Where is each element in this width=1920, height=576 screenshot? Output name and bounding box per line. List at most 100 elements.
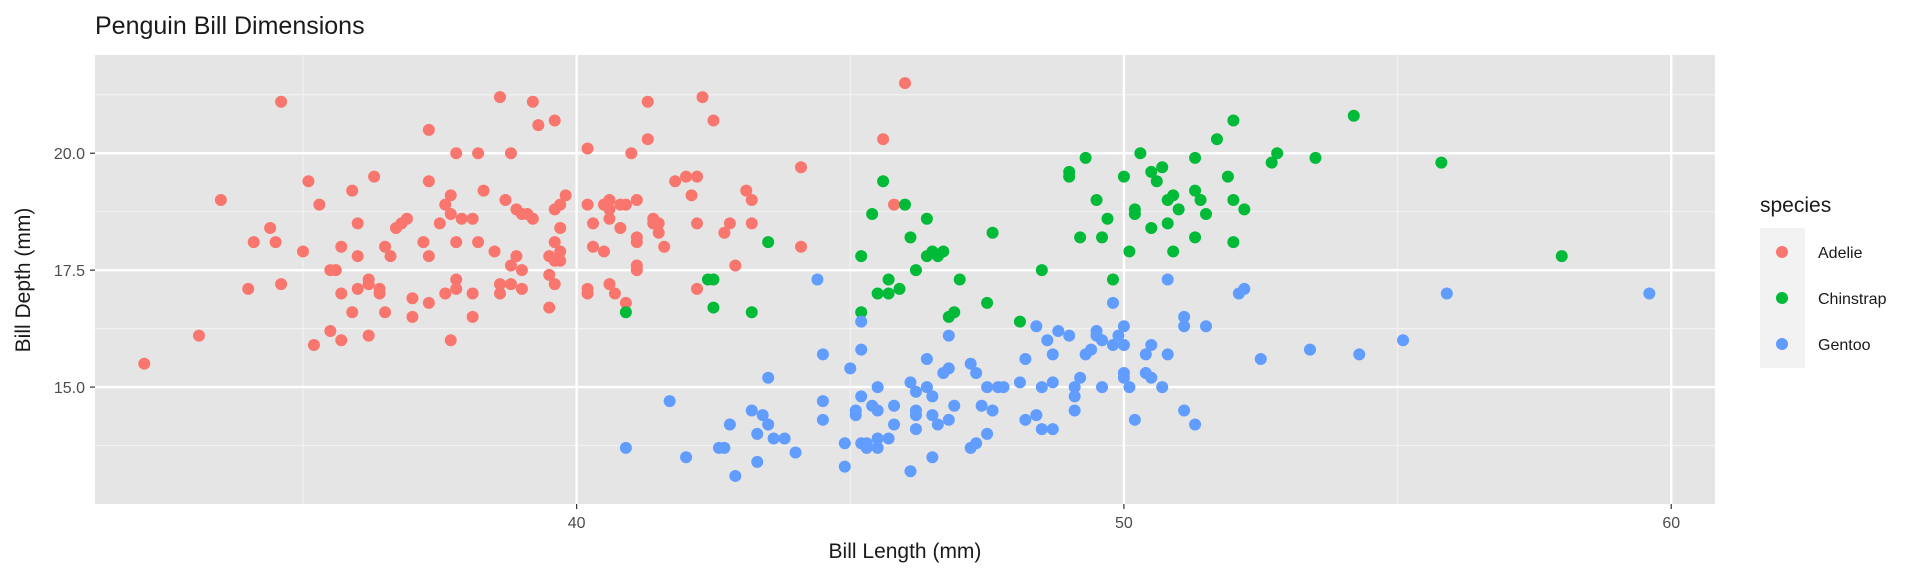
point-chinstrap: [1074, 231, 1087, 244]
point-chinstrap: [1200, 208, 1213, 221]
point-chinstrap: [953, 273, 966, 286]
point-adelie: [548, 278, 561, 291]
point-adelie: [406, 310, 419, 323]
point-chinstrap: [1347, 109, 1360, 122]
chart-title: Penguin Bill Dimensions: [95, 12, 365, 40]
point-adelie: [587, 217, 600, 230]
point-chinstrap: [1271, 147, 1284, 160]
point-gentoo: [981, 381, 994, 394]
point-gentoo: [1178, 320, 1191, 333]
point-chinstrap: [855, 250, 868, 263]
point-gentoo: [838, 437, 851, 450]
point-adelie: [652, 217, 665, 230]
point-adelie: [455, 212, 468, 225]
point-adelie: [526, 95, 539, 108]
point-chinstrap: [1167, 189, 1180, 202]
point-adelie: [888, 198, 901, 211]
point-adelie: [368, 170, 381, 183]
point-gentoo: [762, 418, 775, 431]
point-gentoo: [855, 390, 868, 403]
point-gentoo: [871, 404, 884, 417]
point-adelie: [559, 189, 572, 202]
point-gentoo: [926, 390, 939, 403]
point-gentoo: [926, 451, 939, 464]
point-adelie: [745, 193, 758, 206]
point-chinstrap: [920, 212, 933, 225]
point-gentoo: [816, 348, 829, 361]
point-gentoo: [778, 432, 791, 445]
point-adelie: [346, 306, 359, 319]
point-adelie: [422, 123, 435, 136]
point-adelie: [614, 222, 627, 235]
point-chinstrap: [877, 175, 890, 188]
point-gentoo: [1117, 320, 1130, 333]
point-chinstrap: [899, 198, 911, 211]
point-adelie: [680, 170, 693, 183]
point-chinstrap: [1167, 245, 1180, 258]
point-gentoo: [1145, 371, 1158, 384]
point-chinstrap: [1035, 264, 1048, 277]
point-adelie: [302, 175, 315, 188]
point-chinstrap: [1221, 170, 1234, 183]
point-gentoo: [680, 451, 693, 464]
point-chinstrap: [1210, 133, 1223, 146]
point-gentoo: [926, 409, 939, 422]
legend: species Adelie Chinstrap Gentoo: [1760, 194, 1887, 368]
point-chinstrap: [762, 236, 775, 249]
point-adelie: [510, 250, 523, 263]
point-adelie: [526, 212, 539, 225]
point-adelie: [554, 254, 567, 267]
point-adelie: [362, 273, 375, 286]
x-axis-ticks: 40 50 60: [568, 504, 1680, 532]
point-adelie: [307, 338, 320, 351]
point-gentoo: [729, 469, 742, 482]
point-gentoo: [1041, 334, 1054, 347]
point-chinstrap: [1145, 165, 1158, 178]
point-gentoo: [751, 455, 764, 468]
point-adelie: [466, 310, 479, 323]
point-adelie: [707, 114, 720, 127]
point-adelie: [379, 306, 392, 319]
point-adelie: [548, 114, 561, 127]
point-adelie: [899, 77, 911, 90]
point-gentoo: [1178, 404, 1191, 417]
point-chinstrap: [909, 264, 922, 277]
point-adelie: [745, 217, 758, 230]
point-adelie: [444, 334, 457, 347]
point-adelie: [587, 240, 600, 253]
point-adelie: [472, 147, 485, 160]
point-gentoo: [1139, 348, 1152, 361]
point-chinstrap: [707, 273, 720, 286]
point-adelie: [138, 357, 151, 370]
point-adelie: [488, 245, 501, 258]
point-adelie: [625, 147, 638, 160]
point-adelie: [723, 217, 736, 230]
point-gentoo: [1304, 343, 1316, 356]
point-gentoo: [888, 399, 901, 412]
point-adelie: [351, 282, 364, 295]
point-adelie: [494, 287, 506, 300]
point-adelie: [603, 278, 616, 291]
point-gentoo: [756, 409, 769, 422]
point-chinstrap: [1123, 245, 1136, 258]
point-gentoo: [1254, 353, 1267, 366]
legend-label-chinstrap: Chinstrap: [1818, 291, 1887, 308]
point-gentoo: [1123, 381, 1136, 394]
point-adelie: [543, 268, 556, 281]
point-gentoo: [1085, 343, 1098, 356]
point-adelie: [608, 287, 621, 300]
point-adelie: [499, 193, 512, 206]
point-adelie: [504, 147, 517, 160]
point-adelie: [362, 329, 375, 342]
y-tick-label: 20.0: [54, 146, 85, 163]
x-tick-label: 50: [1115, 515, 1133, 532]
point-adelie: [313, 198, 326, 211]
point-gentoo: [1030, 409, 1043, 422]
point-adelie: [515, 282, 528, 295]
point-chinstrap: [1189, 151, 1202, 164]
data-points: [138, 77, 1656, 482]
point-gentoo: [975, 399, 988, 412]
point-adelie: [379, 240, 392, 253]
point-gentoo: [855, 315, 868, 328]
